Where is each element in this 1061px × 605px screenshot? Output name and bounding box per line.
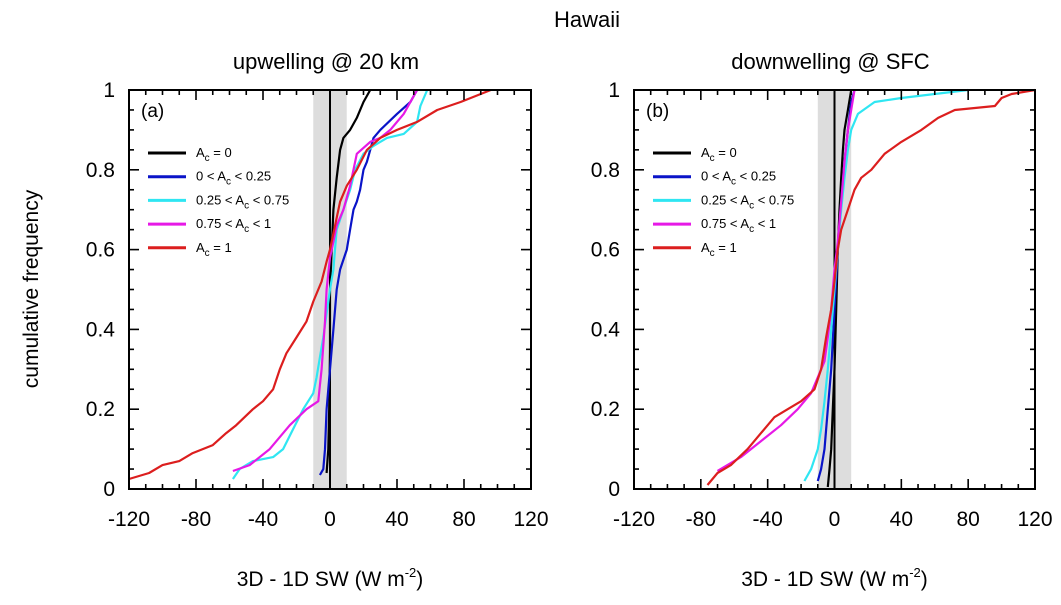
legend-label: Ac = 0 — [196, 145, 232, 164]
panel-label: (b) — [646, 101, 669, 122]
series-line-magenta — [232, 89, 419, 473]
series-line-black — [325, 89, 372, 474]
legend-label: Ac = 1 — [701, 240, 737, 259]
legend-label: 0.25 < Ac < 0.75 — [701, 192, 794, 211]
x-tick-label: 0 — [324, 508, 336, 531]
figure-title: Hawaii — [554, 7, 620, 32]
x-tick-label: 120 — [513, 508, 548, 531]
x-tick-label: -80 — [686, 508, 716, 531]
x-tick-label: -40 — [248, 508, 278, 531]
legend-label: 0 < Ac < 0.25 — [196, 169, 271, 188]
y-tick-label: 0.6 — [86, 239, 115, 262]
series-line-red — [128, 88, 492, 481]
x-tick-label: 0 — [829, 508, 841, 531]
x-tick-label: -80 — [181, 508, 211, 531]
y-tick-label: 1 — [608, 79, 620, 102]
panel-downwelling: -120 -80 -40 0 40 80 120 0 0.2 0.4 0.6 0.8 1 downwell… — [591, 49, 1053, 591]
y-tick-label: 0.8 — [591, 159, 620, 182]
legend-label: 0.75 < Ac < 1 — [196, 216, 271, 235]
x-axis-label: 3D - 1D SW (W m-2) — [741, 565, 928, 591]
x-tick-label: 40 — [890, 508, 913, 531]
x-tick-label: 80 — [956, 508, 979, 531]
y-axis-label: cumulative frequency — [20, 189, 43, 388]
legend-label: 0 < Ac < 0.25 — [701, 169, 776, 188]
y-tick-label: 0.2 — [86, 398, 115, 421]
x-tick-label: 80 — [452, 508, 475, 531]
x-tick-label: 120 — [1017, 508, 1052, 531]
y-tick-label: 0.4 — [591, 318, 621, 341]
x-axis-label: 3D - 1D SW (W m-2) — [237, 565, 424, 591]
y-tick-label: 0.8 — [86, 159, 115, 182]
y-tick-label: 1 — [103, 79, 115, 102]
x-tick-label: 40 — [385, 508, 408, 531]
legend-label: 0.75 < Ac < 1 — [701, 216, 776, 235]
y-tick-label: 0.2 — [591, 398, 620, 421]
panel-label: (a) — [141, 101, 164, 122]
legend-label: Ac = 1 — [196, 240, 232, 259]
y-tick-label: 0 — [608, 478, 620, 501]
y-tick-label: 0.4 — [86, 318, 116, 341]
y-tick-label: 0 — [103, 478, 115, 501]
series-line-blue — [318, 89, 419, 476]
x-tick-label: -120 — [613, 508, 655, 531]
x-tick-label: -120 — [108, 508, 150, 531]
y-tick-label: 0.6 — [591, 239, 620, 262]
legend-label: 0.25 < Ac < 0.75 — [196, 192, 289, 211]
panel-title: upwelling @ 20 km — [233, 49, 419, 74]
panel-upwelling: -120 -80 -40 0 40 80 120 0 0.2 0.4 0.6 0.8 1 upwellin… — [86, 49, 549, 591]
x-tick-label: -40 — [752, 508, 782, 531]
legend-label: Ac = 0 — [701, 145, 737, 164]
series-line-cyan — [231, 89, 429, 480]
series-line-magenta — [716, 89, 856, 472]
panel-title: downwelling @ SFC — [731, 49, 930, 74]
series-line-red — [706, 88, 1036, 486]
